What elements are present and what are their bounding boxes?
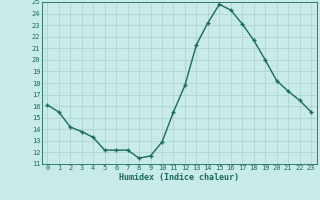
- X-axis label: Humidex (Indice chaleur): Humidex (Indice chaleur): [119, 173, 239, 182]
